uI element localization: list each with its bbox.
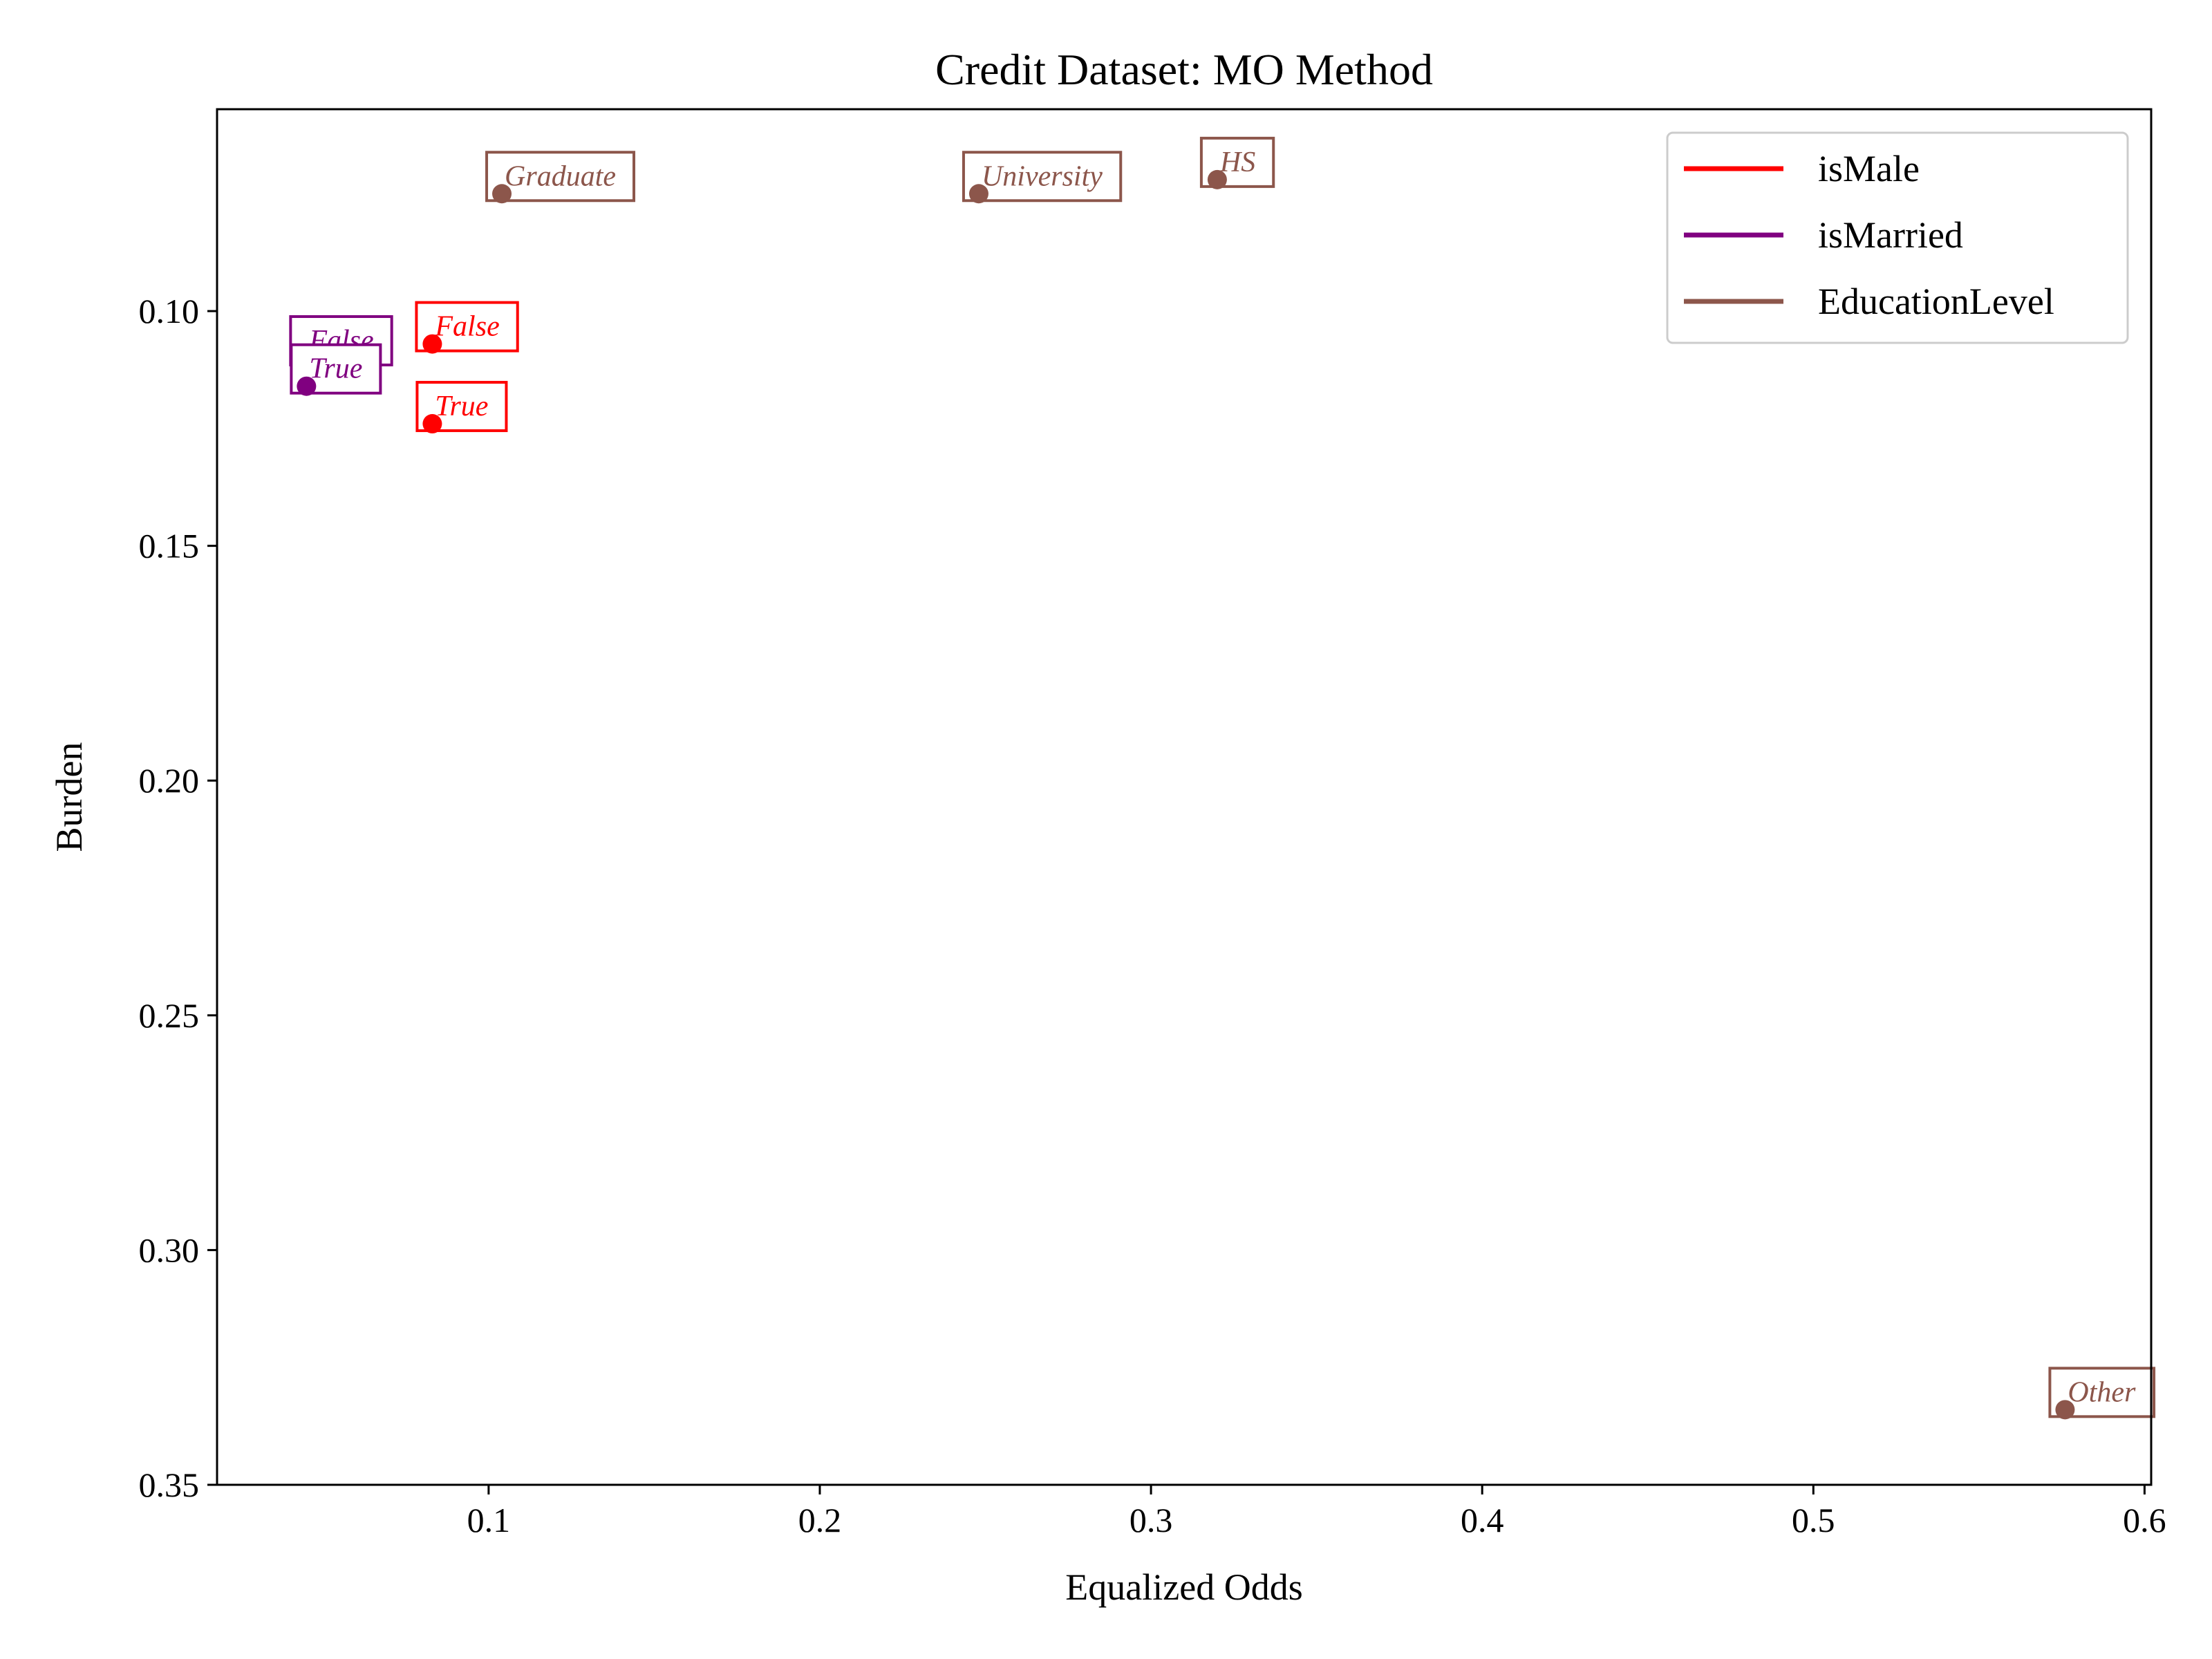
y-tick-label: 0.20 xyxy=(139,761,200,800)
data-point-group: True xyxy=(415,381,508,434)
data-point xyxy=(297,376,317,396)
x-tick-label: 0.3 xyxy=(1130,1501,1173,1539)
data-point-group: Other xyxy=(2048,1367,2156,1420)
point-label: False xyxy=(434,311,499,343)
chart-title: Credit Dataset: MO Method xyxy=(935,45,1433,94)
legend-label: isMale xyxy=(1818,148,1920,189)
data-point xyxy=(422,334,442,354)
y-tick-label: 0.30 xyxy=(139,1230,200,1269)
y-tick-label: 0.15 xyxy=(139,527,200,565)
y-axis-label: Burden xyxy=(48,742,90,852)
data-point-group: HS xyxy=(1199,136,1275,189)
x-tick-label: 0.1 xyxy=(467,1501,511,1539)
data-point xyxy=(1207,169,1227,189)
x-tick-label: 0.2 xyxy=(798,1501,842,1539)
data-point xyxy=(492,184,512,204)
y-axis: 0.10 0.15 0.20 0.25 0.30 0.35 xyxy=(139,292,217,1504)
y-tick-label: 0.25 xyxy=(139,996,200,1035)
point-label: True xyxy=(435,391,488,422)
point-label-box xyxy=(962,151,1123,203)
x-tick-label: 0.5 xyxy=(1792,1501,1835,1539)
point-label-box xyxy=(1199,136,1275,188)
data-point xyxy=(422,414,442,434)
y-tick-label: 0.10 xyxy=(139,292,200,330)
data-point xyxy=(2055,1400,2075,1420)
legend-label: EducationLevel xyxy=(1818,281,2054,322)
x-tick-label: 0.6 xyxy=(2123,1501,2166,1539)
x-tick-label: 0.4 xyxy=(1461,1501,1504,1539)
data-point xyxy=(968,184,988,204)
x-axis: 0.1 0.2 0.3 0.4 0.5 0.6 xyxy=(467,1485,2166,1539)
legend: isMale isMarried EducationLevel xyxy=(1666,131,2129,344)
legend-frame xyxy=(1666,131,2129,344)
data-point-group: Graduate xyxy=(485,151,636,204)
point-label: Graduate xyxy=(505,160,616,192)
data-point-group: False xyxy=(415,301,519,354)
legend-label: isMarried xyxy=(1818,214,1963,256)
data-point-group: University xyxy=(962,151,1123,204)
point-label: University xyxy=(982,160,1103,192)
y-tick-label: 0.35 xyxy=(139,1465,200,1504)
data-point-group: True xyxy=(290,343,382,396)
point-label: True xyxy=(309,353,362,385)
point-label: Other xyxy=(2068,1376,2136,1408)
point-label: HS xyxy=(1219,147,1255,178)
x-axis-label: Equalized Odds xyxy=(1065,1566,1302,1608)
plot-frame xyxy=(216,108,2153,1486)
